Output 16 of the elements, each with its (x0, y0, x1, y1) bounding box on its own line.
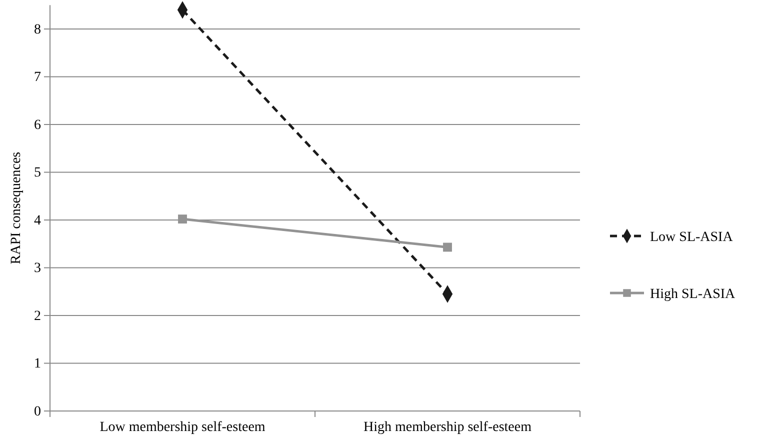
y-tick-label: 6 (34, 118, 41, 133)
legend-label: Low SL-ASIA (650, 230, 734, 245)
y-tick-label: 0 (34, 404, 41, 420)
legend-label: High SL-ASIA (650, 287, 736, 302)
y-tick-label: 4 (34, 213, 41, 228)
x-tick-label: High membership self-esteem (364, 420, 532, 435)
y-tick-label: 2 (34, 308, 41, 324)
x-tick-label: Low membership self-esteem (100, 420, 266, 435)
y-tick-label: 3 (34, 261, 41, 276)
y-tick-label: 7 (34, 70, 41, 86)
y-tick-label: 8 (34, 22, 41, 38)
y-tick-label: 1 (34, 356, 41, 372)
y-tick-label: 5 (34, 166, 41, 181)
y-axis-title: RAPI consequences (9, 152, 24, 264)
point (178, 214, 187, 224)
point (443, 242, 452, 252)
